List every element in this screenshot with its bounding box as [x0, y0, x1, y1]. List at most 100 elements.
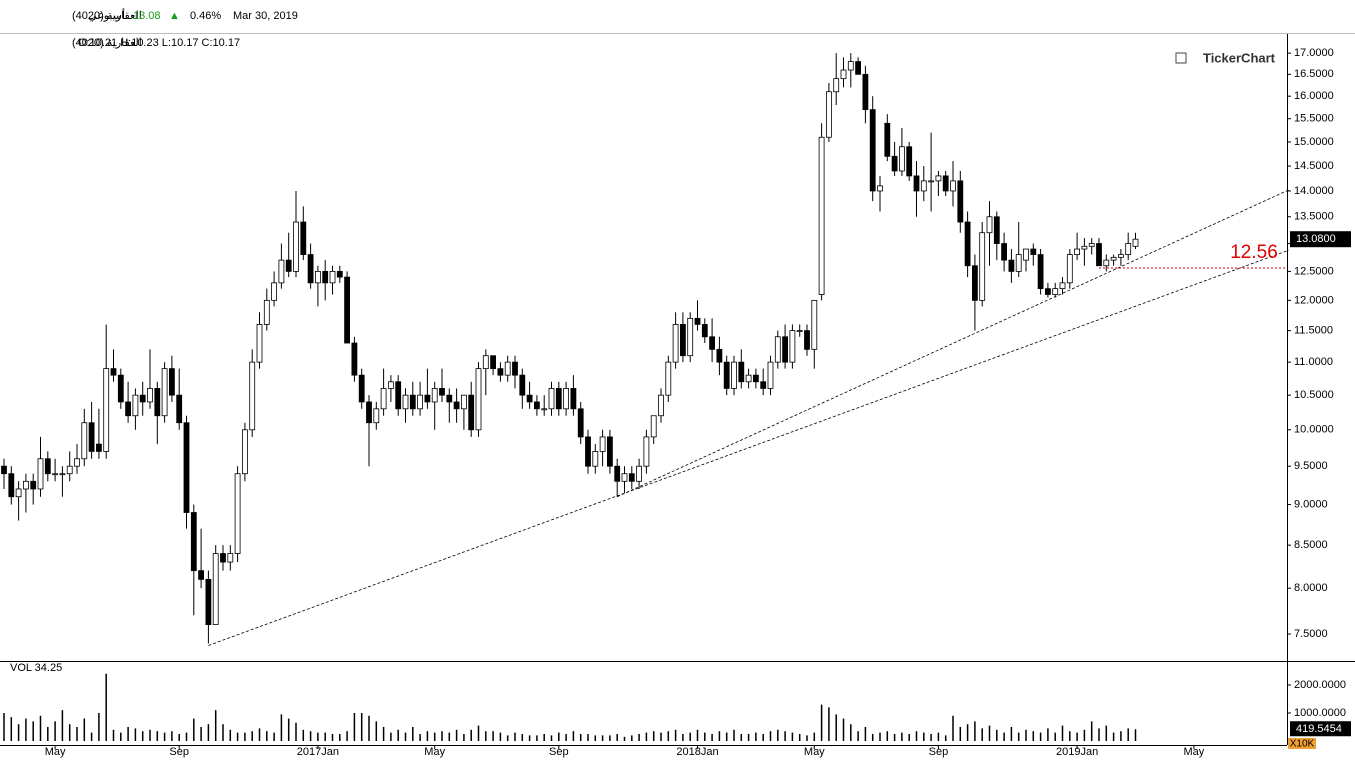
volume-bar: [1105, 725, 1108, 741]
volume-bar: [317, 732, 319, 741]
candle-body: [256, 324, 263, 363]
volume-bar: [61, 710, 64, 741]
candle-body: [541, 408, 548, 411]
volume-unit: X10K: [1290, 739, 1315, 750]
volume-bar: [244, 732, 246, 741]
volume-bar: [331, 733, 334, 741]
volume-bar: [280, 714, 283, 741]
volume-bar: [112, 729, 115, 741]
candle-body: [774, 336, 781, 363]
volume-bar: [959, 726, 962, 741]
candle-body: [176, 394, 183, 424]
candle-body: [431, 388, 438, 403]
y-tick-label: 10.5000: [1294, 389, 1334, 401]
candle-body: [1, 465, 7, 475]
candle-body: [862, 73, 869, 111]
candle-body: [212, 553, 219, 625]
volume-bar: [623, 736, 626, 741]
y-tick-label: 16.0000: [1294, 90, 1334, 102]
x-tick-label: 2018Jan: [676, 746, 718, 758]
volume-bar: [740, 733, 743, 741]
candle-body: [271, 282, 278, 301]
volume-bar: [346, 731, 348, 741]
volume-bar: [901, 732, 903, 741]
candle-body: [716, 348, 723, 363]
volume-bar: [1017, 732, 1020, 741]
volume-bar: [448, 732, 451, 741]
volume-bar: [1098, 728, 1100, 741]
candle-body: [1052, 288, 1059, 295]
candle-body: [723, 361, 730, 389]
candle-body: [351, 342, 358, 376]
y-tick-label: 17.0000: [1294, 47, 1334, 59]
volume-bar: [98, 712, 100, 741]
candle-body: [125, 401, 131, 417]
volume-bar: [229, 729, 232, 741]
volume-bar: [1025, 729, 1027, 741]
candle-body: [884, 122, 891, 157]
volume-bar: [1112, 732, 1115, 741]
candle-body: [1001, 243, 1007, 261]
volume-bar: [441, 731, 443, 741]
candle-body: [424, 394, 431, 403]
x-tick-label: May: [1184, 746, 1205, 758]
volume-bar: [1076, 732, 1078, 741]
candle-body: [329, 270, 336, 284]
candle-body: [8, 473, 15, 498]
candle-body: [439, 388, 445, 396]
candle-body: [760, 381, 767, 389]
trendline: [208, 249, 1289, 646]
candle-body: [833, 78, 840, 93]
candle-body: [96, 443, 102, 452]
price: 13.08: [133, 10, 161, 22]
candle-body: [628, 473, 635, 482]
candle-body: [1081, 245, 1088, 250]
candle-body: [1110, 256, 1117, 261]
volume-bar: [25, 718, 27, 741]
candle-body: [621, 473, 628, 482]
y-tick-label: 8.5000: [1294, 539, 1328, 551]
y-tick-label: 16.5000: [1294, 68, 1334, 80]
volume-bar: [412, 726, 414, 741]
volume-bar: [565, 733, 567, 741]
volume-bar: [777, 729, 779, 741]
candle-body: [205, 578, 212, 625]
level-label: 12.56: [1230, 242, 1278, 263]
candle-body: [672, 324, 679, 363]
candle-body: [877, 185, 883, 192]
volume-bar: [273, 732, 275, 741]
candle-body: [972, 265, 978, 301]
volume-bar: [353, 712, 356, 741]
volume-bar: [222, 724, 224, 741]
volume-bar: [506, 735, 509, 741]
candle-body: [74, 458, 80, 467]
last-volume-label: 419.5454: [1296, 723, 1342, 735]
candle-body: [942, 175, 949, 192]
volume-bar: [974, 721, 976, 741]
y-tick-label: 12.5000: [1294, 265, 1334, 277]
volume-bar: [83, 718, 86, 741]
volume-bar: [718, 731, 721, 741]
volume-bar: [579, 733, 582, 741]
candle-body: [1103, 259, 1110, 267]
candle-body: [366, 401, 372, 424]
candle-body: [753, 374, 759, 383]
candle-body: [847, 61, 854, 71]
candle-body: [563, 388, 569, 410]
candle-body: [665, 361, 672, 396]
candle-body: [314, 270, 321, 284]
volume-bar: [39, 715, 42, 741]
candle-body: [344, 276, 351, 344]
volume-bar: [587, 733, 589, 741]
volume-bar: [798, 733, 801, 741]
candle-body: [986, 216, 993, 234]
volume-bar: [667, 731, 670, 741]
info-ohlc: O:10.21 H:10.23 L:10.17 C:10.17: [78, 37, 240, 49]
volume-bar: [156, 731, 159, 741]
candle-body: [869, 109, 876, 192]
volume-bar: [1032, 731, 1035, 741]
volume-bar: [696, 729, 699, 741]
candle-body: [585, 436, 591, 467]
y-tick-label: 15.0000: [1294, 136, 1334, 148]
